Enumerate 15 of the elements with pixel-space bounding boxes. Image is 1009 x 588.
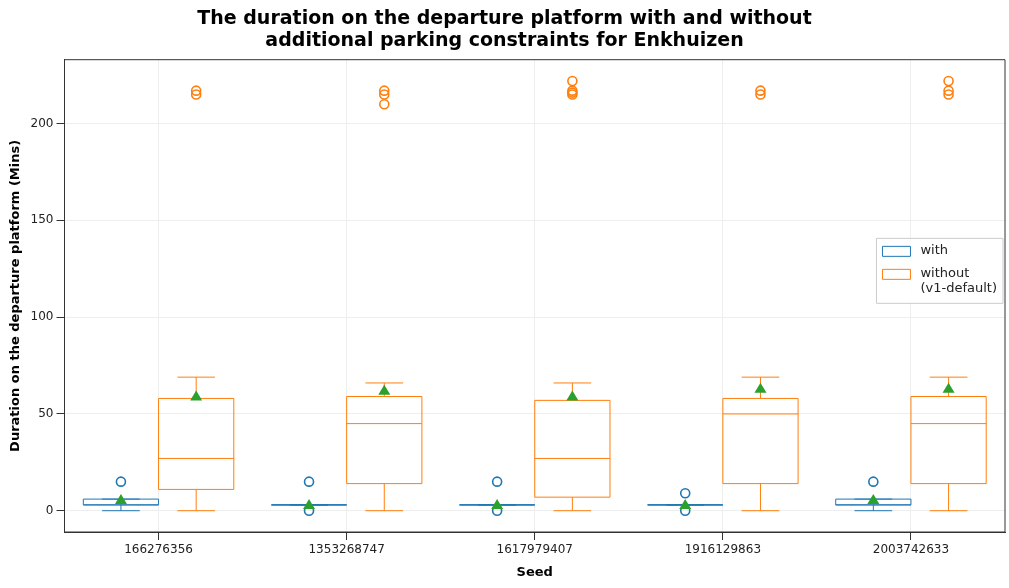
y-tick-label: 100 bbox=[30, 309, 54, 324]
y-tick-label: 150 bbox=[30, 212, 54, 227]
x-tick-label: 1617979407 bbox=[496, 542, 573, 557]
x-tick-label: 1353268747 bbox=[308, 542, 385, 557]
x-tick-label: 166276356 bbox=[124, 542, 193, 557]
x-tick-label: 2003742633 bbox=[872, 542, 950, 557]
chart-title: The duration on the departure platform with and without additional parking constraints for Enkhuizen bbox=[197, 5, 812, 50]
y-axis-title: Duration on the departure platform (Mins) bbox=[7, 139, 23, 452]
legend-label: without (v1-default) bbox=[920, 265, 998, 296]
x-axis-title: Seed bbox=[516, 563, 553, 579]
y-tick-label: 200 bbox=[30, 115, 54, 130]
y-tick-label: 0 bbox=[45, 502, 54, 517]
legend-label: with bbox=[920, 242, 949, 258]
x-tick-label: 1916129863 bbox=[684, 542, 762, 557]
y-tick-label: 50 bbox=[38, 406, 54, 421]
